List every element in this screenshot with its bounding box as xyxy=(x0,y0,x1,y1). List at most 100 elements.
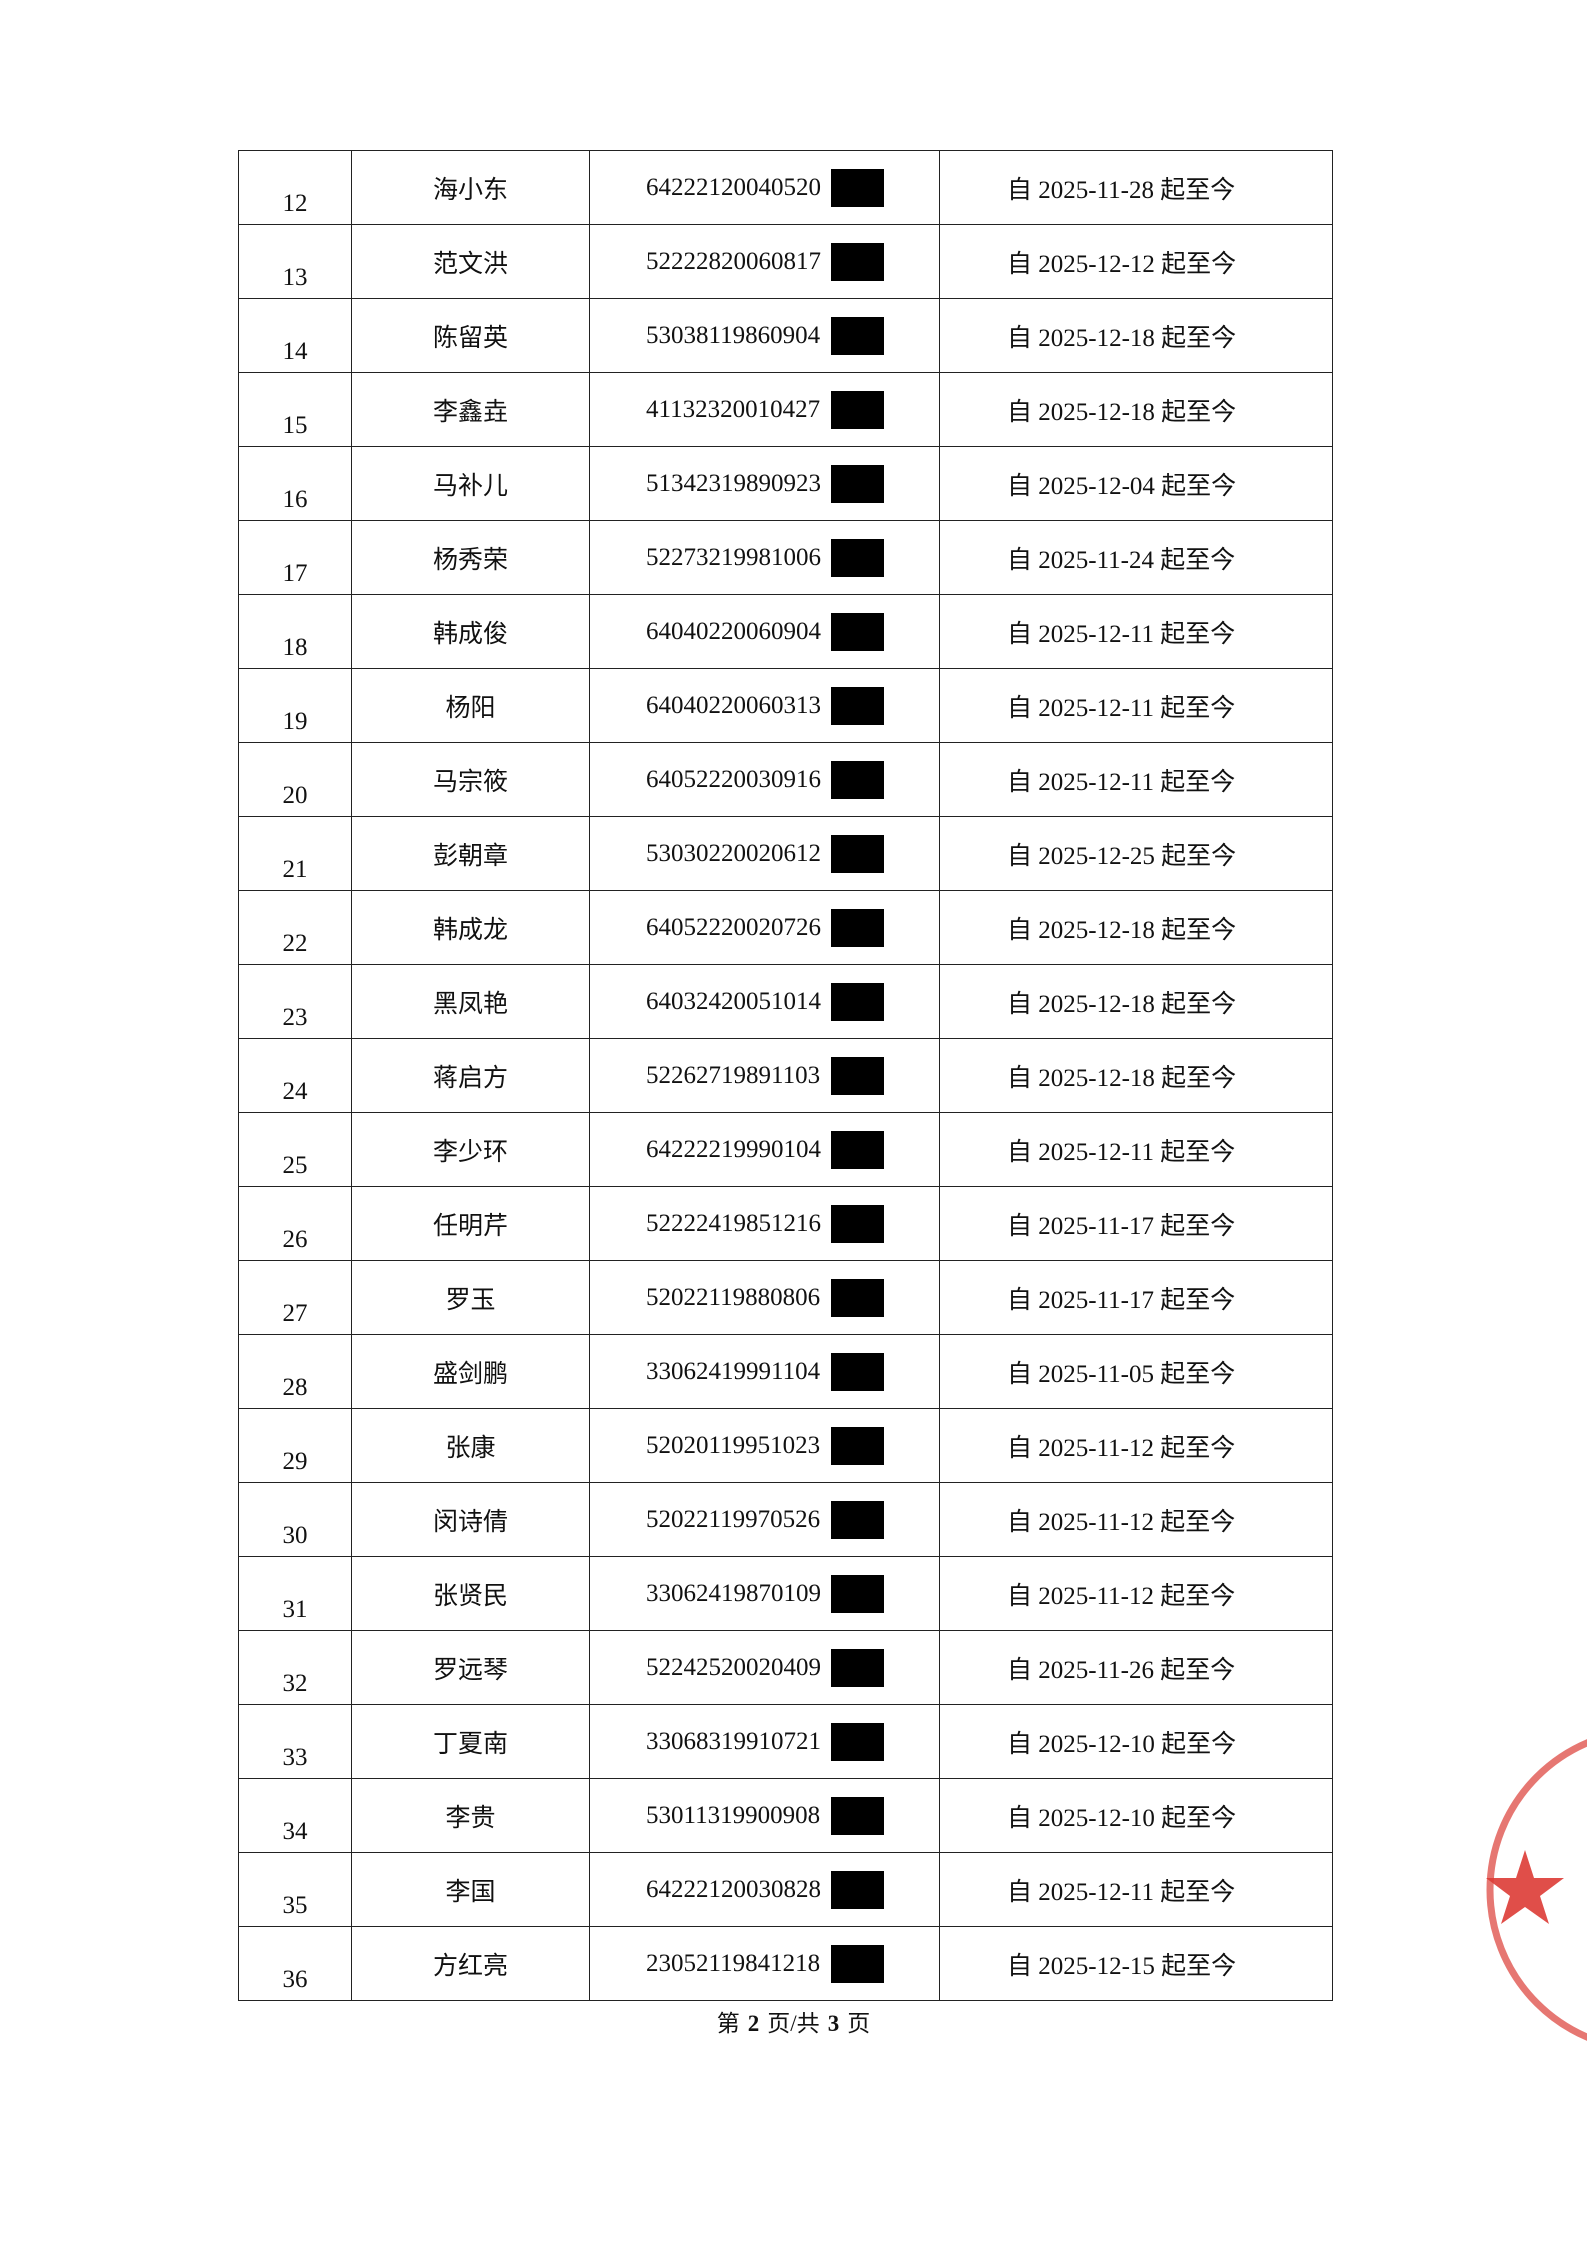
row-number: 17 xyxy=(282,560,308,587)
person-name: 马宗筱 xyxy=(432,768,508,796)
table-row: 14 陈留英 53038119860904 自 2025-12-18 起至今 xyxy=(239,299,1333,373)
row-number: 34 xyxy=(282,1818,308,1845)
redaction-box xyxy=(831,908,884,947)
page-number: 2 xyxy=(747,2011,760,2036)
person-name: 海小东 xyxy=(432,176,508,204)
table-cell: 马补儿 xyxy=(352,447,590,521)
person-name: 黑凤艳 xyxy=(432,990,508,1018)
id-number: 64222219990104 xyxy=(646,1135,821,1163)
id-number: 41132320010427 xyxy=(646,395,821,423)
footer-text: 页 xyxy=(847,2011,871,2036)
redaction-box xyxy=(831,168,884,207)
table-row: 18 韩成俊 64040220060904 自 2025-12-11 起至今 xyxy=(239,595,1333,669)
redaction-box xyxy=(831,1426,884,1465)
table-cell: 杨阳 xyxy=(352,669,590,743)
redaction-box xyxy=(831,1130,884,1169)
table-cell: 自 2025-11-17 起至今 xyxy=(940,1187,1333,1261)
table-row: 33 丁夏南 33068319910721 自 2025-12-10 起至今 xyxy=(239,1705,1333,1779)
row-number: 26 xyxy=(282,1226,308,1253)
redaction-box xyxy=(831,538,884,577)
table-cell: 18 xyxy=(239,595,352,669)
row-number: 21 xyxy=(282,856,308,883)
date-range: 自 2025-11-12 起至今 xyxy=(1007,1434,1236,1462)
row-number: 35 xyxy=(282,1892,308,1919)
person-name: 李贵 xyxy=(445,1804,496,1832)
table-cell: 韩成俊 xyxy=(352,595,590,669)
table-row: 12 海小东 64222120040520 自 2025-11-28 起至今 xyxy=(239,151,1333,225)
table-cell: 53011319900908 xyxy=(590,1779,940,1853)
table-cell: 13 xyxy=(239,225,352,299)
row-number: 23 xyxy=(282,1004,308,1031)
table-cell: 李贵 xyxy=(352,1779,590,1853)
table-row: 24 蒋启方 52262719891103 自 2025-12-18 起至今 xyxy=(239,1039,1333,1113)
seal xyxy=(1486,1739,1587,2041)
row-number: 29 xyxy=(282,1448,308,1475)
table-cell: 64040220060313 xyxy=(590,669,940,743)
redaction-box xyxy=(831,1574,884,1613)
id-number: 53038119860904 xyxy=(646,321,821,349)
person-name: 罗远琴 xyxy=(432,1656,508,1684)
table-cell: 52222419851216 xyxy=(590,1187,940,1261)
id-number: 53030220020612 xyxy=(646,839,821,867)
redaction-box xyxy=(831,612,884,651)
date-range: 自 2025-12-18 起至今 xyxy=(1007,398,1237,426)
table-cell: 33 xyxy=(239,1705,352,1779)
date-range: 自 2025-12-25 起至今 xyxy=(1007,842,1237,870)
date-range: 自 2025-11-28 起至今 xyxy=(1007,176,1236,204)
redaction-box xyxy=(831,1722,884,1761)
table-cell: 李国 xyxy=(352,1853,590,1927)
table-cell: 范文洪 xyxy=(352,225,590,299)
row-number: 24 xyxy=(282,1078,308,1105)
row-number: 15 xyxy=(282,412,308,439)
table-cell: 52222820060817 xyxy=(590,225,940,299)
table-cell: 24 xyxy=(239,1039,352,1113)
table-cell: 杨秀荣 xyxy=(352,521,590,595)
table-row: 26 任明芹 52222419851216 自 2025-11-17 起至今 xyxy=(239,1187,1333,1261)
table-cell: 蒋启方 xyxy=(352,1039,590,1113)
table-cell: 海小东 xyxy=(352,151,590,225)
table-cell: 自 2025-12-04 起至今 xyxy=(940,447,1333,521)
table-cell: 52022119970526 xyxy=(590,1483,940,1557)
date-range: 自 2025-12-04 起至今 xyxy=(1007,472,1237,500)
redaction-box xyxy=(831,760,884,799)
row-number: 28 xyxy=(282,1374,308,1401)
date-range: 自 2025-12-11 起至今 xyxy=(1007,694,1236,722)
id-number: 52222820060817 xyxy=(646,247,821,275)
person-name: 杨阳 xyxy=(445,694,496,722)
date-range: 自 2025-12-18 起至今 xyxy=(1007,324,1237,352)
id-number: 64222120030828 xyxy=(646,1875,821,1903)
row-number: 27 xyxy=(282,1300,308,1327)
table-cell: 自 2025-12-11 起至今 xyxy=(940,743,1333,817)
table-cell: 25 xyxy=(239,1113,352,1187)
person-name: 张康 xyxy=(445,1434,496,1462)
table-row: 20 马宗筱 64052220030916 自 2025-12-11 起至今 xyxy=(239,743,1333,817)
table-cell: 52020119951023 xyxy=(590,1409,940,1483)
redaction-box xyxy=(831,1944,884,1983)
redaction-box xyxy=(831,1500,884,1539)
person-name: 韩成龙 xyxy=(432,916,508,944)
table-row: 22 韩成龙 64052220020726 自 2025-12-18 起至今 xyxy=(239,891,1333,965)
table-cell: 韩成龙 xyxy=(352,891,590,965)
person-name: 杨秀荣 xyxy=(432,546,508,574)
id-number: 64040220060313 xyxy=(646,691,821,719)
id-number: 53011319900908 xyxy=(646,1801,821,1829)
table-cell: 李少环 xyxy=(352,1113,590,1187)
id-number: 23052119841218 xyxy=(646,1949,821,1977)
table-row: 15 李鑫垚 41132320010427 自 2025-12-18 起至今 xyxy=(239,373,1333,447)
id-number: 52022119970526 xyxy=(646,1505,821,1533)
table-cell: 27 xyxy=(239,1261,352,1335)
id-number: 33062419991104 xyxy=(646,1357,821,1385)
row-number: 31 xyxy=(282,1596,308,1623)
table-cell: 31 xyxy=(239,1557,352,1631)
id-number: 64052220030916 xyxy=(646,765,821,793)
redaction-box xyxy=(831,982,884,1021)
table-row: 17 杨秀荣 52273219981006 自 2025-11-24 起至今 xyxy=(239,521,1333,595)
table-cell: 51342319890923 xyxy=(590,447,940,521)
table-cell: 64222120040520 xyxy=(590,151,940,225)
table-cell: 丁夏南 xyxy=(352,1705,590,1779)
row-number: 18 xyxy=(282,634,308,661)
table-cell: 52262719891103 xyxy=(590,1039,940,1113)
table-cell: 自 2025-11-12 起至今 xyxy=(940,1557,1333,1631)
table-cell: 52242520020409 xyxy=(590,1631,940,1705)
id-number: 52020119951023 xyxy=(646,1431,821,1459)
